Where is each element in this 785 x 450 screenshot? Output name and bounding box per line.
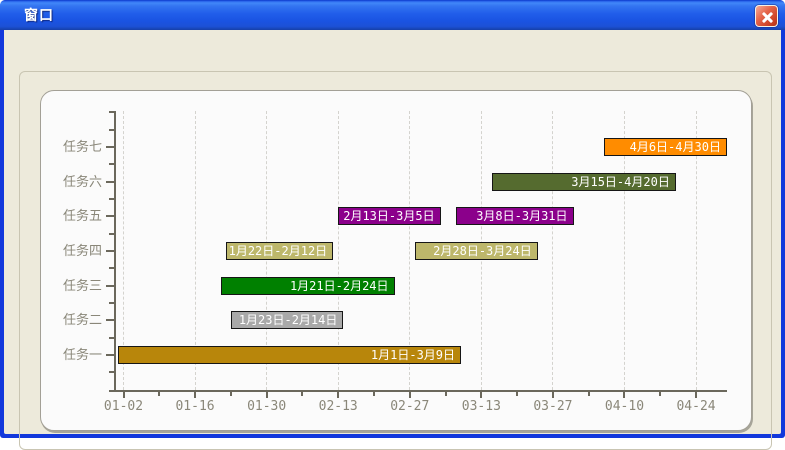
- close-icon: [756, 6, 777, 26]
- bar-date-range-label: 1月22日-2月12日: [228, 243, 328, 258]
- x-tick-label: 04-10: [604, 399, 645, 414]
- window-title: 窗口: [24, 7, 54, 23]
- y-axis-minor-tick: [109, 336, 114, 339]
- gantt-bar[interactable]: 4月6日-4月30日: [604, 138, 727, 156]
- y-axis-major-tick: [106, 353, 114, 356]
- gantt-bar[interactable]: 3月15日-4月20日: [491, 172, 676, 191]
- x-tick-label: 01-30: [247, 399, 287, 414]
- y-axis-major-tick: [106, 249, 114, 252]
- x-axis-major-tick: [480, 392, 483, 398]
- grid-line: [623, 111, 625, 390]
- bar-date-range-label: 3月8日-3月31日: [476, 209, 568, 224]
- bar-date-range-label: 1月1日-3月9日: [370, 347, 456, 362]
- x-axis-minor-tick: [444, 392, 447, 396]
- grid-line: [337, 111, 339, 390]
- gantt-bar[interactable]: 1月21日-2月24日: [220, 276, 395, 295]
- y-axis-minor-tick: [109, 163, 114, 166]
- x-tick-label: 02-27: [390, 399, 430, 414]
- y-axis-minor-tick: [109, 197, 114, 200]
- grid-line: [552, 111, 554, 390]
- y-axis-minor-tick: [109, 267, 114, 270]
- x-axis-major-tick: [695, 392, 698, 398]
- y-axis-line: [114, 111, 116, 392]
- y-axis-major-tick: [106, 215, 114, 218]
- x-axis-major-tick: [337, 392, 340, 398]
- x-tick-label: 01-16: [175, 399, 215, 414]
- gantt-bar[interactable]: 1月22日-2月12日: [225, 241, 334, 260]
- x-tick-label: 03-27: [533, 399, 573, 414]
- x-axis-major-tick: [265, 392, 268, 398]
- bar-date-range-label: 2月13日-3月5日: [343, 209, 435, 224]
- y-axis-minor-tick: [109, 232, 114, 235]
- gantt-bar[interactable]: 2月28日-3月24日: [415, 241, 538, 260]
- gantt-bar[interactable]: 2月13日-3月5日: [338, 207, 441, 226]
- gantt-bar[interactable]: 1月23日-2月14日: [230, 311, 344, 330]
- x-axis-major-tick: [122, 392, 125, 398]
- x-tick-label: 01-02: [103, 399, 144, 414]
- x-axis-major-tick: [408, 392, 411, 398]
- category-label: 任务七: [62, 139, 102, 154]
- x-tick-label: 02-13: [318, 399, 358, 414]
- bar-date-range-label: 3月15日-4月20日: [571, 174, 670, 189]
- category-label: 任务六: [62, 173, 102, 189]
- category-label: 任务二: [62, 312, 102, 328]
- x-tick-label: 04-24: [676, 399, 716, 414]
- gantt-bar[interactable]: 3月8日-3月31日: [455, 207, 574, 226]
- category-label: 任务三: [62, 277, 102, 293]
- y-axis-major-tick: [106, 319, 114, 322]
- x-axis-minor-tick: [587, 392, 590, 396]
- grid-line: [409, 111, 411, 390]
- y-axis-minor-tick: [109, 301, 114, 304]
- x-axis-major-tick: [551, 392, 554, 398]
- y-axis-major-tick: [106, 180, 114, 183]
- y-axis-major-tick: [106, 284, 114, 287]
- y-axis-minor-tick: [109, 128, 114, 131]
- bar-date-range-label: 2月28日-3月24日: [433, 243, 532, 258]
- x-axis-minor-tick: [516, 392, 519, 396]
- x-axis-minor-tick: [372, 392, 375, 396]
- x-axis-minor-tick: [158, 392, 161, 396]
- grid-line: [695, 111, 697, 390]
- x-axis-line: [109, 390, 727, 392]
- client-area: 01-02 01-16 01-30 02-13 02-27 03-13 03-27 04-10…: [4, 30, 781, 450]
- category-label: 任务四: [62, 242, 102, 258]
- y-axis-minor-tick: [109, 111, 114, 114]
- bar-date-range-label: 1月23日-2月14日: [238, 313, 338, 328]
- x-axis-major-tick: [194, 392, 197, 398]
- category-label: 任务一: [62, 346, 102, 362]
- y-axis-major-tick: [106, 146, 114, 148]
- grid-line: [194, 111, 196, 390]
- gantt-bar[interactable]: 1月1日-3月9日: [118, 345, 462, 364]
- grid-line: [123, 111, 124, 390]
- x-axis-minor-tick: [229, 392, 232, 396]
- category-label: 任务五: [62, 208, 102, 224]
- close-button[interactable]: [755, 5, 778, 27]
- x-axis-major-tick: [623, 392, 626, 398]
- bar-date-range-label: 1月21日-2月24日: [289, 278, 389, 293]
- x-axis-minor-tick: [659, 392, 662, 396]
- y-axis-minor-tick: [109, 371, 114, 374]
- bar-date-range-label: 4月6日-4月30日: [629, 140, 721, 154]
- x-axis-minor-tick: [301, 392, 304, 396]
- x-tick-label: 03-13: [461, 399, 501, 414]
- gantt-chart: 01-02 01-16 01-30 02-13 02-27 03-13 03-27 04-10…: [40, 90, 752, 431]
- titlebar[interactable]: 窗口: [0, 0, 785, 30]
